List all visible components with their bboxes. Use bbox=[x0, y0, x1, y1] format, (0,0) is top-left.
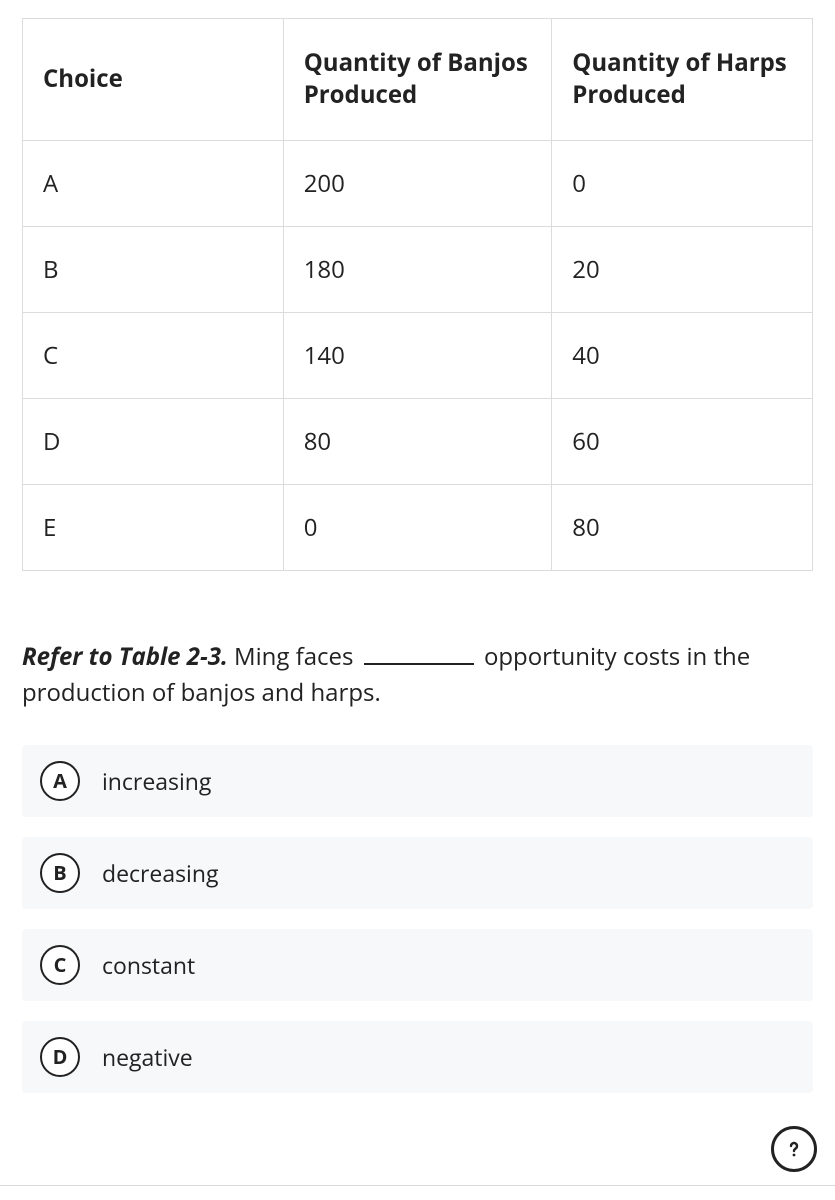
option-d[interactable]: D negative bbox=[22, 1021, 813, 1093]
table-row: C 140 40 bbox=[23, 312, 813, 398]
cell-harps: 0 bbox=[552, 140, 813, 226]
table-row: A 200 0 bbox=[23, 140, 813, 226]
option-letter: D bbox=[40, 1037, 80, 1077]
option-text: constant bbox=[102, 949, 195, 981]
cell-banjos: 140 bbox=[283, 312, 552, 398]
cell-choice: A bbox=[23, 140, 284, 226]
cell-harps: 20 bbox=[552, 226, 813, 312]
option-a[interactable]: A increasing bbox=[22, 745, 813, 817]
col-header-harps: Quantity of Harps Produced bbox=[552, 19, 813, 141]
table-row: B 180 20 bbox=[23, 226, 813, 312]
cell-harps: 60 bbox=[552, 398, 813, 484]
question-ref: Refer to Table 2-3. bbox=[22, 640, 228, 673]
divider bbox=[0, 1185, 835, 1186]
option-letter: A bbox=[40, 761, 80, 801]
option-text: decreasing bbox=[102, 857, 218, 889]
option-letter: B bbox=[40, 853, 80, 893]
table-row: E 0 80 bbox=[23, 484, 813, 570]
cell-choice: B bbox=[23, 226, 284, 312]
option-text: increasing bbox=[102, 765, 211, 797]
question-before-blank: Ming faces bbox=[228, 640, 360, 673]
cell-banjos: 80 bbox=[283, 398, 552, 484]
cell-choice: C bbox=[23, 312, 284, 398]
help-button[interactable] bbox=[771, 1126, 817, 1172]
help-icon bbox=[782, 1137, 806, 1161]
option-text: negative bbox=[102, 1041, 193, 1073]
cell-harps: 80 bbox=[552, 484, 813, 570]
cell-banjos: 0 bbox=[283, 484, 552, 570]
option-c[interactable]: C constant bbox=[22, 929, 813, 1001]
table-row: D 80 60 bbox=[23, 398, 813, 484]
answer-options: A increasing B decreasing C constant D n… bbox=[22, 745, 813, 1093]
cell-banjos: 180 bbox=[283, 226, 552, 312]
production-table: Choice Quantity of Banjos Produced Quant… bbox=[22, 18, 813, 571]
cell-choice: E bbox=[23, 484, 284, 570]
cell-harps: 40 bbox=[552, 312, 813, 398]
option-letter: C bbox=[40, 945, 80, 985]
col-header-banjos: Quantity of Banjos Produced bbox=[283, 19, 552, 141]
col-header-choice: Choice bbox=[23, 19, 284, 141]
cell-banjos: 200 bbox=[283, 140, 552, 226]
cell-choice: D bbox=[23, 398, 284, 484]
question-text: Refer to Table 2-3. Ming faces opportuni… bbox=[22, 639, 813, 711]
option-b[interactable]: B decreasing bbox=[22, 837, 813, 909]
fill-in-blank bbox=[364, 663, 474, 665]
